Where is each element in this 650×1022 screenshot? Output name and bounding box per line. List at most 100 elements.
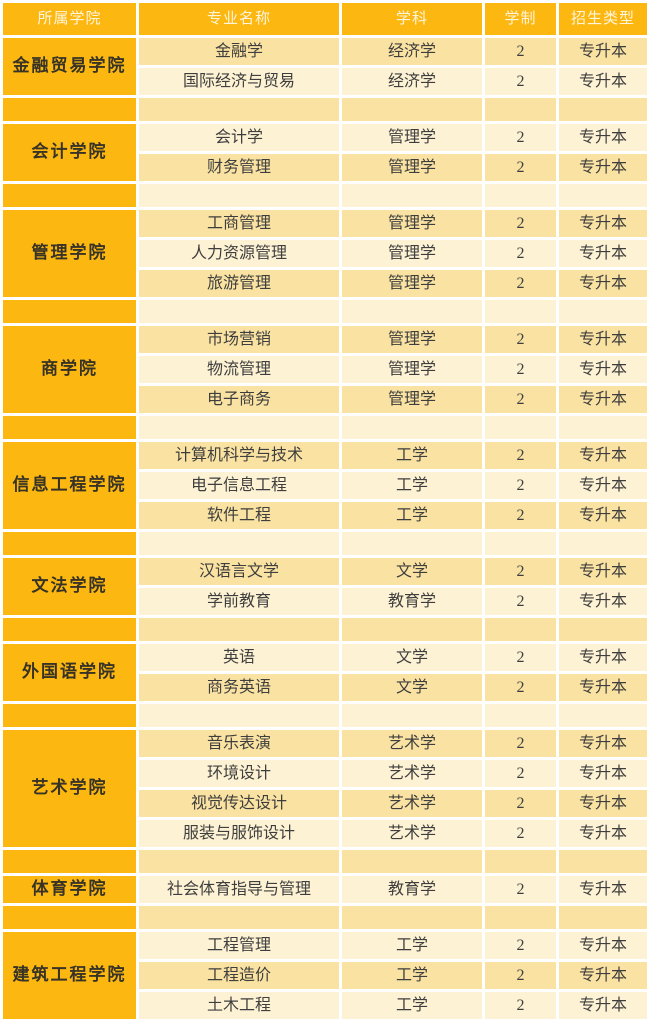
major-cell: 财务管理 [139, 154, 339, 181]
table-row: 体育学院 社会体育指导与管理 教育学 2 专升本 [3, 876, 647, 903]
table-row: 外国语学院 英语 文学 2 专升本 [3, 644, 647, 701]
table-row: 工程造价 工学 2 专升本 [3, 962, 647, 989]
years-cell: 2 [485, 270, 556, 297]
spacer-cell [139, 300, 339, 323]
table-row: 服装与服饰设计 艺术学 2 专升本 [3, 820, 647, 847]
major-cell: 市场营销 [139, 326, 339, 353]
major-cell: 音乐表演 [139, 730, 339, 757]
college-cell: 文法学院 [3, 558, 136, 615]
type-cell: 专升本 [559, 760, 647, 787]
type-cell: 专升本 [559, 240, 647, 267]
spacer-cell [139, 906, 339, 929]
col-header-type: 招生类型 [559, 3, 647, 35]
years-cell: 2 [485, 442, 556, 469]
major-cell: 土木工程 [139, 992, 339, 1019]
college-cell: 会计学院 [3, 124, 136, 181]
discipline-cell: 艺术学 [342, 760, 482, 787]
col-header-college: 所属学院 [3, 3, 136, 35]
type-cell: 专升本 [559, 386, 647, 413]
spacer-cell [485, 416, 556, 439]
years-cell: 2 [485, 962, 556, 989]
type-cell: 专升本 [559, 674, 647, 701]
spacer-row [3, 618, 647, 641]
major-cell: 国际经济与贸易 [139, 68, 339, 95]
spacer-row [3, 850, 647, 873]
type-cell: 专升本 [559, 932, 647, 959]
discipline-cell: 工学 [342, 442, 482, 469]
college-spacer-cell [3, 184, 136, 207]
years-cell: 2 [485, 644, 556, 671]
table-row: 艺术学院 音乐表演 艺术学 2 专升本 [3, 730, 647, 847]
major-cell: 学前教育 [139, 588, 339, 615]
spacer-cell [559, 416, 647, 439]
spacer-cell [139, 98, 339, 121]
college-cell: 建筑工程学院 [3, 932, 136, 1019]
years-cell: 2 [485, 472, 556, 499]
type-cell: 专升本 [559, 644, 647, 671]
spacer-cell [559, 300, 647, 323]
spacer-cell [485, 300, 556, 323]
spacer-cell [485, 184, 556, 207]
discipline-cell: 管理学 [342, 326, 482, 353]
spacer-cell [342, 532, 482, 555]
spacer-cell [342, 98, 482, 121]
major-cell: 软件工程 [139, 502, 339, 529]
major-cell: 会计学 [139, 124, 339, 151]
type-cell: 专升本 [559, 502, 647, 529]
table-row: 管理学院 工商管理 管理学 2 专升本 [3, 210, 647, 297]
years-cell: 2 [485, 820, 556, 847]
col-header-major: 专业名称 [139, 3, 339, 35]
table-row: 学前教育 教育学 2 专升本 [3, 588, 647, 615]
spacer-cell [342, 618, 482, 641]
spacer-cell [139, 184, 339, 207]
college-cell: 艺术学院 [3, 730, 136, 847]
spacer-row [3, 184, 647, 207]
spacer-cell [139, 416, 339, 439]
table-row: 环境设计 艺术学 2 专升本 [3, 760, 647, 787]
spacer-cell [559, 704, 647, 727]
years-cell: 2 [485, 876, 556, 903]
type-cell: 专升本 [559, 730, 647, 757]
type-cell: 专升本 [559, 270, 647, 297]
table-row: 信息工程学院 计算机科学与技术 工学 2 专升本 [3, 442, 647, 529]
major-cell: 商务英语 [139, 674, 339, 701]
years-cell: 2 [485, 730, 556, 757]
type-cell: 专升本 [559, 38, 647, 65]
discipline-cell: 艺术学 [342, 730, 482, 757]
major-cell: 计算机科学与技术 [139, 442, 339, 469]
discipline-cell: 教育学 [342, 876, 482, 903]
discipline-cell: 工学 [342, 992, 482, 1019]
type-cell: 专升本 [559, 472, 647, 499]
spacer-cell [342, 906, 482, 929]
spacer-cell [559, 906, 647, 929]
spacer-cell [342, 704, 482, 727]
type-cell: 专升本 [559, 124, 647, 151]
discipline-cell: 经济学 [342, 38, 482, 65]
spacer-cell [559, 184, 647, 207]
years-cell: 2 [485, 68, 556, 95]
table-row: 建筑工程学院 工程管理 工学 2 专升本 [3, 932, 647, 1019]
years-cell: 2 [485, 356, 556, 383]
table-row: 电子信息工程 工学 2 专升本 [3, 472, 647, 499]
spacer-cell [559, 532, 647, 555]
type-cell: 专升本 [559, 356, 647, 383]
discipline-cell: 工学 [342, 962, 482, 989]
col-header-discipline: 学科 [342, 3, 482, 35]
spacer-row [3, 98, 647, 121]
discipline-cell: 文学 [342, 674, 482, 701]
type-cell: 专升本 [559, 68, 647, 95]
spacer-cell [139, 618, 339, 641]
years-cell: 2 [485, 760, 556, 787]
table-row: 商学院 市场营销 管理学 2 专升本 [3, 326, 647, 413]
major-cell: 视觉传达设计 [139, 790, 339, 817]
spacer-cell [342, 850, 482, 873]
table-row: 土木工程 工学 2 专升本 [3, 992, 647, 1019]
type-cell: 专升本 [559, 154, 647, 181]
major-cell: 人力资源管理 [139, 240, 339, 267]
college-spacer-cell [3, 532, 136, 555]
major-cell: 电子商务 [139, 386, 339, 413]
years-cell: 2 [485, 124, 556, 151]
spacer-row [3, 416, 647, 439]
major-cell: 金融学 [139, 38, 339, 65]
